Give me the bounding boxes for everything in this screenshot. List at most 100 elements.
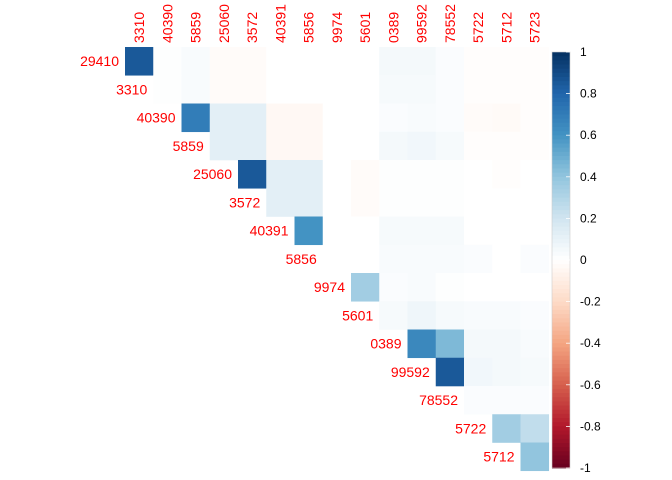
colorbar-segment: [552, 280, 570, 286]
heatmap-cell: [492, 329, 521, 359]
colorbar-segment: [552, 430, 570, 436]
colorbar-segment: [552, 247, 570, 253]
colorbar-segment: [552, 122, 570, 128]
heatmap-cell: [379, 273, 408, 302]
heatmap-cell: [492, 75, 521, 104]
heatmap-cell: [351, 103, 380, 133]
colorbar-segment: [552, 131, 570, 136]
heatmap-cell: [464, 386, 493, 415]
heatmap-cell: [238, 131, 267, 161]
heatmap-cell: [294, 188, 324, 217]
heatmap-cell: [520, 188, 550, 217]
colorbar-segment: [552, 151, 570, 157]
colorbar-segment: [552, 168, 570, 174]
row-label: 99592: [391, 364, 430, 380]
colorbar-segment: [552, 455, 570, 461]
colorbar-segment: [552, 52, 570, 57]
heatmap-cell: [492, 188, 521, 217]
heatmap-cell: [492, 386, 521, 415]
heatmap-cell: [351, 244, 380, 274]
heatmap-cell: [492, 273, 521, 302]
colorbar-segment: [552, 297, 570, 303]
heatmap-cell: [379, 47, 408, 76]
colorbar-segment: [552, 426, 570, 432]
heatmap-cell: [407, 160, 437, 189]
colorbar-segment: [552, 214, 570, 219]
heatmap-cell: [435, 160, 465, 189]
row-label: 0389: [370, 336, 401, 352]
colorbar-segment: [552, 305, 570, 311]
heatmap-cell: [266, 103, 295, 133]
row-label: 25060: [193, 166, 232, 182]
heatmap-cell: [464, 75, 493, 104]
colorbar-segment: [552, 81, 570, 86]
heatmap-cell: [520, 386, 550, 415]
heatmap-cell: [435, 75, 465, 104]
heatmap-cell: [464, 273, 493, 302]
heatmap-cell: [322, 75, 352, 104]
colorbar-segment: [552, 147, 570, 153]
colorbar-segment: [552, 264, 570, 269]
heatmap-cell: [435, 216, 465, 246]
colorbar-segment: [552, 226, 570, 232]
colorbar-segment: [552, 160, 570, 165]
colorbar-segment: [552, 268, 570, 274]
column-label: 40390: [159, 4, 175, 43]
colorbar-segment: [552, 118, 570, 124]
colorbar-segment: [552, 235, 570, 240]
heatmap-cell: [464, 160, 493, 189]
colorbar-segment: [552, 401, 570, 407]
heatmap-cell: [407, 216, 437, 246]
heatmap-cell: [181, 75, 211, 104]
heatmap-cell: [266, 47, 295, 76]
heatmap-cell: [492, 357, 521, 387]
heatmap-cell: [520, 301, 550, 330]
column-label: 25060: [216, 4, 232, 43]
heatmap-cell: [520, 47, 550, 76]
colorbar-segment: [552, 376, 570, 382]
colorbar-tick-label: 0.8: [580, 87, 597, 101]
heatmap-cell: [492, 414, 521, 443]
heatmap-cell: [407, 75, 437, 104]
row-label: 5712: [483, 449, 514, 465]
heatmap-cell: [351, 160, 380, 189]
colorbar-segment: [552, 393, 570, 398]
heatmap-cell: [492, 216, 521, 246]
colorbar-segment: [552, 380, 570, 386]
heatmap-cell: [464, 329, 493, 359]
heatmap-cell: [435, 188, 465, 217]
heatmap-cell: [238, 47, 267, 76]
colorbar-segment: [552, 293, 570, 299]
heatmap-cell: [492, 103, 521, 133]
heatmap-cell: [407, 329, 437, 359]
colorbar-segment: [552, 210, 570, 215]
colorbar-segment: [552, 64, 570, 70]
colorbar-segment: [552, 339, 570, 344]
row-label: 40390: [137, 110, 176, 126]
column-label: 0389: [385, 12, 401, 43]
column-label: 5712: [498, 12, 514, 43]
colorbar-segment: [552, 322, 570, 328]
heatmap-cell: [379, 160, 408, 189]
colorbar-tick-label: -0.2: [580, 295, 601, 309]
heatmap-cell: [379, 103, 408, 133]
heatmap-cell: [520, 273, 550, 302]
heatmap-cell: [407, 244, 437, 274]
heatmap-cell: [520, 103, 550, 133]
colorbar-segment: [552, 301, 570, 307]
colorbar-segment: [552, 101, 570, 107]
colorbar-segment: [552, 197, 570, 203]
colorbar-segment: [552, 126, 570, 132]
colorbar-segment: [552, 463, 570, 469]
colorbar-segment: [552, 239, 570, 244]
colorbar-segment: [552, 422, 570, 427]
colorbar-segment: [552, 334, 570, 340]
colorbar-segment: [552, 76, 570, 82]
colorbar-segment: [552, 318, 570, 323]
heatmap-cell: [294, 131, 324, 161]
column-label: 5722: [470, 12, 486, 43]
colorbar-segment: [552, 388, 570, 394]
heatmap-cell: [238, 160, 267, 189]
column-label: 40391: [272, 4, 288, 43]
heatmap-cell: [435, 357, 465, 387]
